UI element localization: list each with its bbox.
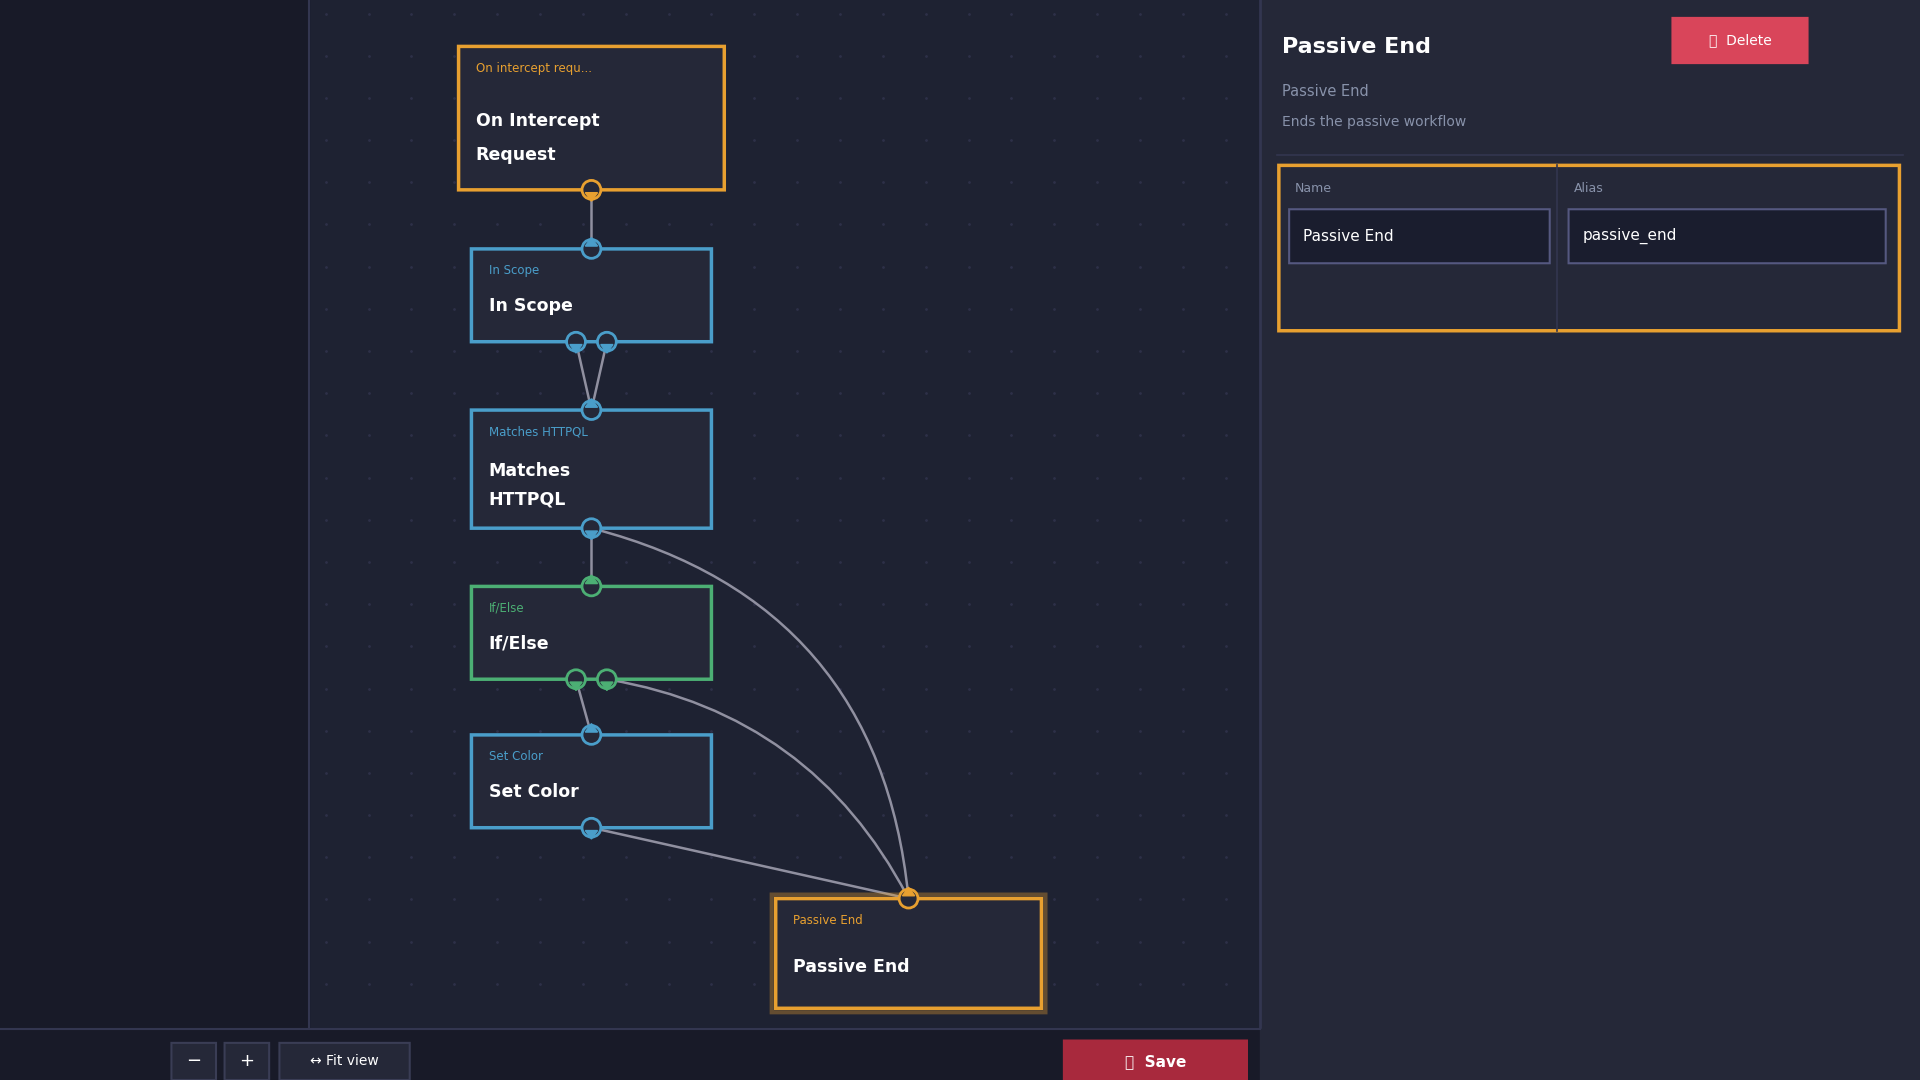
- Text: Matches: Matches: [488, 462, 570, 481]
- Polygon shape: [586, 724, 597, 732]
- Text: If/Else: If/Else: [488, 602, 524, 615]
- Text: If/Else: If/Else: [488, 635, 549, 653]
- Polygon shape: [586, 192, 597, 201]
- Circle shape: [582, 518, 601, 538]
- Text: Passive End: Passive End: [793, 958, 910, 975]
- Polygon shape: [570, 345, 582, 353]
- Text: On Intercept: On Intercept: [476, 112, 599, 130]
- Circle shape: [582, 819, 601, 837]
- FancyBboxPatch shape: [1064, 1039, 1248, 1080]
- Text: Passive End: Passive End: [1283, 37, 1430, 57]
- FancyBboxPatch shape: [459, 46, 724, 190]
- Polygon shape: [902, 888, 914, 895]
- Circle shape: [566, 670, 586, 689]
- Polygon shape: [586, 831, 597, 839]
- Text: Passive End: Passive End: [1283, 84, 1369, 99]
- Text: Ends the passive workflow: Ends the passive workflow: [1283, 114, 1467, 129]
- Text: 🗑  Delete: 🗑 Delete: [1709, 33, 1772, 48]
- FancyBboxPatch shape: [1569, 210, 1885, 264]
- Circle shape: [597, 670, 616, 689]
- FancyBboxPatch shape: [225, 1043, 269, 1080]
- Text: +: +: [240, 1052, 253, 1070]
- Text: −: −: [186, 1052, 202, 1070]
- Text: Set Color: Set Color: [488, 751, 543, 764]
- Polygon shape: [601, 345, 612, 353]
- Text: Request: Request: [476, 147, 557, 164]
- Circle shape: [582, 240, 601, 258]
- Text: Alias: Alias: [1574, 183, 1603, 195]
- FancyBboxPatch shape: [472, 410, 712, 528]
- Circle shape: [582, 180, 601, 200]
- Text: In Scope: In Scope: [488, 297, 572, 315]
- Circle shape: [582, 577, 601, 596]
- Text: In Scope: In Scope: [488, 265, 540, 278]
- Circle shape: [582, 401, 601, 419]
- FancyBboxPatch shape: [280, 1043, 409, 1080]
- Polygon shape: [601, 683, 612, 690]
- Text: Passive End: Passive End: [1304, 229, 1394, 244]
- Text: Name: Name: [1294, 183, 1331, 195]
- FancyBboxPatch shape: [1672, 17, 1809, 64]
- Polygon shape: [586, 238, 597, 246]
- FancyBboxPatch shape: [171, 1043, 215, 1080]
- Polygon shape: [586, 531, 597, 540]
- Polygon shape: [586, 575, 597, 583]
- Text: On intercept requ...: On intercept requ...: [476, 62, 591, 75]
- Text: Set Color: Set Color: [488, 783, 578, 801]
- FancyBboxPatch shape: [472, 734, 712, 827]
- Text: Passive End: Passive End: [793, 914, 862, 927]
- FancyBboxPatch shape: [1288, 210, 1549, 264]
- Polygon shape: [570, 683, 582, 690]
- Polygon shape: [586, 399, 597, 407]
- Text: Matches HTTPQL: Matches HTTPQL: [488, 426, 588, 438]
- Text: ↔ Fit view: ↔ Fit view: [311, 1054, 378, 1068]
- Circle shape: [566, 333, 586, 351]
- Text: HTTPQL: HTTPQL: [488, 490, 566, 509]
- Circle shape: [582, 726, 601, 744]
- FancyBboxPatch shape: [776, 899, 1041, 1009]
- Text: passive_end: passive_end: [1582, 228, 1676, 244]
- Circle shape: [597, 333, 616, 351]
- FancyBboxPatch shape: [472, 586, 712, 679]
- FancyBboxPatch shape: [472, 248, 712, 341]
- Circle shape: [899, 889, 918, 908]
- Text: 💾  Save: 💾 Save: [1125, 1054, 1187, 1069]
